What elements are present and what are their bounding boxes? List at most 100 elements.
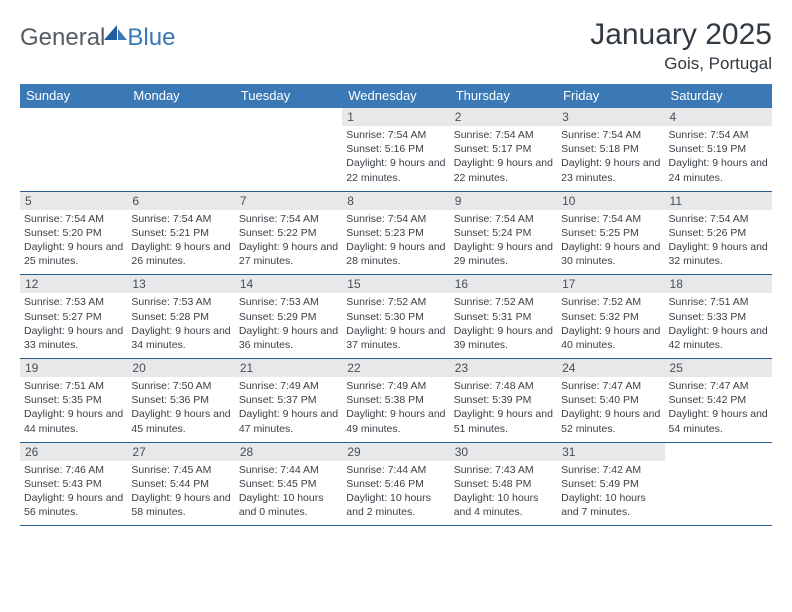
sunset-line: Sunset: 5:45 PM bbox=[239, 477, 338, 491]
sunset-line: Sunset: 5:38 PM bbox=[346, 393, 445, 407]
sunset-line: Sunset: 5:33 PM bbox=[669, 310, 768, 324]
day-number: 6 bbox=[127, 192, 234, 210]
sunset-line: Sunset: 5:20 PM bbox=[24, 226, 123, 240]
calendar-week-row: 1Sunrise: 7:54 AMSunset: 5:16 PMDaylight… bbox=[20, 108, 772, 192]
daylight-line: Daylight: 9 hours and 26 minutes. bbox=[131, 240, 230, 268]
sunset-line: Sunset: 5:32 PM bbox=[561, 310, 660, 324]
calendar-day-cell: 24Sunrise: 7:47 AMSunset: 5:40 PMDayligh… bbox=[557, 359, 664, 442]
sunrise-line: Sunrise: 7:54 AM bbox=[239, 212, 338, 226]
sunrise-line: Sunrise: 7:52 AM bbox=[454, 295, 553, 309]
logo: General Blue bbox=[20, 18, 175, 52]
daylight-line: Daylight: 9 hours and 42 minutes. bbox=[669, 324, 768, 352]
daylight-line: Daylight: 9 hours and 37 minutes. bbox=[346, 324, 445, 352]
sunrise-line: Sunrise: 7:54 AM bbox=[131, 212, 230, 226]
day-number: 21 bbox=[235, 359, 342, 377]
daylight-line: Daylight: 10 hours and 2 minutes. bbox=[346, 491, 445, 519]
day-number: 24 bbox=[557, 359, 664, 377]
calendar-week-row: 19Sunrise: 7:51 AMSunset: 5:35 PMDayligh… bbox=[20, 359, 772, 443]
sunrise-line: Sunrise: 7:54 AM bbox=[561, 212, 660, 226]
sunset-line: Sunset: 5:17 PM bbox=[454, 142, 553, 156]
sunset-line: Sunset: 5:22 PM bbox=[239, 226, 338, 240]
sunrise-line: Sunrise: 7:43 AM bbox=[454, 463, 553, 477]
sunrise-line: Sunrise: 7:47 AM bbox=[561, 379, 660, 393]
daylight-line: Daylight: 9 hours and 29 minutes. bbox=[454, 240, 553, 268]
daylight-line: Daylight: 9 hours and 36 minutes. bbox=[239, 324, 338, 352]
sunrise-line: Sunrise: 7:52 AM bbox=[346, 295, 445, 309]
sunset-line: Sunset: 5:31 PM bbox=[454, 310, 553, 324]
daylight-line: Daylight: 9 hours and 54 minutes. bbox=[669, 407, 768, 435]
calendar-day-cell: 11Sunrise: 7:54 AMSunset: 5:26 PMDayligh… bbox=[665, 192, 772, 275]
sunrise-line: Sunrise: 7:51 AM bbox=[669, 295, 768, 309]
sunrise-line: Sunrise: 7:54 AM bbox=[346, 128, 445, 142]
daylight-line: Daylight: 9 hours and 33 minutes. bbox=[24, 324, 123, 352]
sunrise-line: Sunrise: 7:53 AM bbox=[239, 295, 338, 309]
sunrise-line: Sunrise: 7:53 AM bbox=[131, 295, 230, 309]
sunset-line: Sunset: 5:44 PM bbox=[131, 477, 230, 491]
sunset-line: Sunset: 5:26 PM bbox=[669, 226, 768, 240]
calendar-day-cell: 25Sunrise: 7:47 AMSunset: 5:42 PMDayligh… bbox=[665, 359, 772, 442]
daylight-line: Daylight: 9 hours and 27 minutes. bbox=[239, 240, 338, 268]
sunset-line: Sunset: 5:19 PM bbox=[669, 142, 768, 156]
day-number: 18 bbox=[665, 275, 772, 293]
day-number: 25 bbox=[665, 359, 772, 377]
sunrise-line: Sunrise: 7:50 AM bbox=[131, 379, 230, 393]
sunset-line: Sunset: 5:48 PM bbox=[454, 477, 553, 491]
sunset-line: Sunset: 5:39 PM bbox=[454, 393, 553, 407]
calendar-day-cell: 2 Sunrise: 7:54 AMSunset: 5:17 PMDaylight… bbox=[450, 108, 557, 191]
calendar-week-row: 5 Sunrise: 7:54 AM Sunset: 5:20 PM Daylight… bbox=[20, 192, 772, 276]
weekday-header: Wednesday bbox=[342, 84, 449, 108]
day-number: 30 bbox=[450, 443, 557, 461]
sunrise-line: Sunrise: 7:54 AM bbox=[346, 212, 445, 226]
daylight-line: Daylight: 9 hours and 56 minutes. bbox=[24, 491, 123, 519]
sunset-line: Sunset: 5:21 PM bbox=[131, 226, 230, 240]
day-number: 29 bbox=[342, 443, 449, 461]
day-number: 10 bbox=[557, 192, 664, 210]
day-number: 1 bbox=[342, 108, 449, 126]
daylight-line: Daylight: 9 hours and 22 minutes. bbox=[454, 156, 553, 184]
sunset-line: Sunset: 5:23 PM bbox=[346, 226, 445, 240]
title-block: January 2025 Gois, Portugal bbox=[590, 18, 772, 74]
sunset-line: Sunset: 5:29 PM bbox=[239, 310, 338, 324]
weekday-header-row: SundayMondayTuesdayWednesdayThursdayFrid… bbox=[20, 84, 772, 108]
day-number: 2 bbox=[450, 108, 557, 126]
logo-text-1: General bbox=[20, 24, 105, 52]
calendar-day-cell bbox=[665, 443, 772, 526]
sunrise-line: Sunrise: 7:45 AM bbox=[131, 463, 230, 477]
sunrise-line: Sunrise: 7:49 AM bbox=[239, 379, 338, 393]
weekday-header: Thursday bbox=[450, 84, 557, 108]
daylight-line: Daylight: 9 hours and 34 minutes. bbox=[131, 324, 230, 352]
daylight-line: Daylight: 9 hours and 24 minutes. bbox=[669, 156, 768, 184]
daylight-line: Daylight: 9 hours and 45 minutes. bbox=[131, 407, 230, 435]
day-number: 31 bbox=[557, 443, 664, 461]
calendar-day-cell: 27 Sunrise: 7:45 AMSunset: 5:44 PMDayligh… bbox=[127, 443, 234, 526]
daylight-line: Daylight: 9 hours and 58 minutes. bbox=[131, 491, 230, 519]
calendar-week-row: 26Sunrise: 7:46 AMSunset: 5:43 PMDayligh… bbox=[20, 443, 772, 527]
sunrise-line: Sunrise: 7:47 AM bbox=[669, 379, 768, 393]
day-number: 5 bbox=[20, 192, 127, 210]
calendar-day-cell: 21Sunrise: 7:49 AMSunset: 5:37 PMDayligh… bbox=[235, 359, 342, 442]
calendar-day-cell: 7Sunrise: 7:54 AMSunset: 5:22 PMDaylight… bbox=[235, 192, 342, 275]
sunrise-line: Sunrise: 7:54 AM bbox=[454, 212, 553, 226]
daylight-line: Daylight: 9 hours and 40 minutes. bbox=[561, 324, 660, 352]
sunset-line: Sunset: 5:24 PM bbox=[454, 226, 553, 240]
calendar-day-cell: 26Sunrise: 7:46 AMSunset: 5:43 PMDayligh… bbox=[20, 443, 127, 526]
sunrise-line: Sunrise: 7:46 AM bbox=[24, 463, 123, 477]
calendar-day-cell: 23Sunrise: 7:48 AMSunset: 5:39 PMDayligh… bbox=[450, 359, 557, 442]
daylight-line: Daylight: 10 hours and 0 minutes. bbox=[239, 491, 338, 519]
day-number: 14 bbox=[235, 275, 342, 293]
sunset-line: Sunset: 5:28 PM bbox=[131, 310, 230, 324]
daylight-line: Daylight: 9 hours and 47 minutes. bbox=[239, 407, 338, 435]
sunset-line: Sunset: 5:30 PM bbox=[346, 310, 445, 324]
day-number: 4 bbox=[665, 108, 772, 126]
sunset-line: Sunset: 5:35 PM bbox=[24, 393, 123, 407]
calendar-day-cell bbox=[235, 108, 342, 191]
daylight-line: Daylight: 9 hours and 49 minutes. bbox=[346, 407, 445, 435]
sunrise-line: Sunrise: 7:54 AM bbox=[454, 128, 553, 142]
day-number: 27 bbox=[127, 443, 234, 461]
day-number: 17 bbox=[557, 275, 664, 293]
calendar-day-cell: 8Sunrise: 7:54 AMSunset: 5:23 PMDaylight… bbox=[342, 192, 449, 275]
daylight-line: Daylight: 9 hours and 44 minutes. bbox=[24, 407, 123, 435]
day-number: 11 bbox=[665, 192, 772, 210]
sunrise-line: Sunrise: 7:54 AM bbox=[561, 128, 660, 142]
calendar-day-cell: 15Sunrise: 7:52 AMSunset: 5:30 PMDayligh… bbox=[342, 275, 449, 358]
